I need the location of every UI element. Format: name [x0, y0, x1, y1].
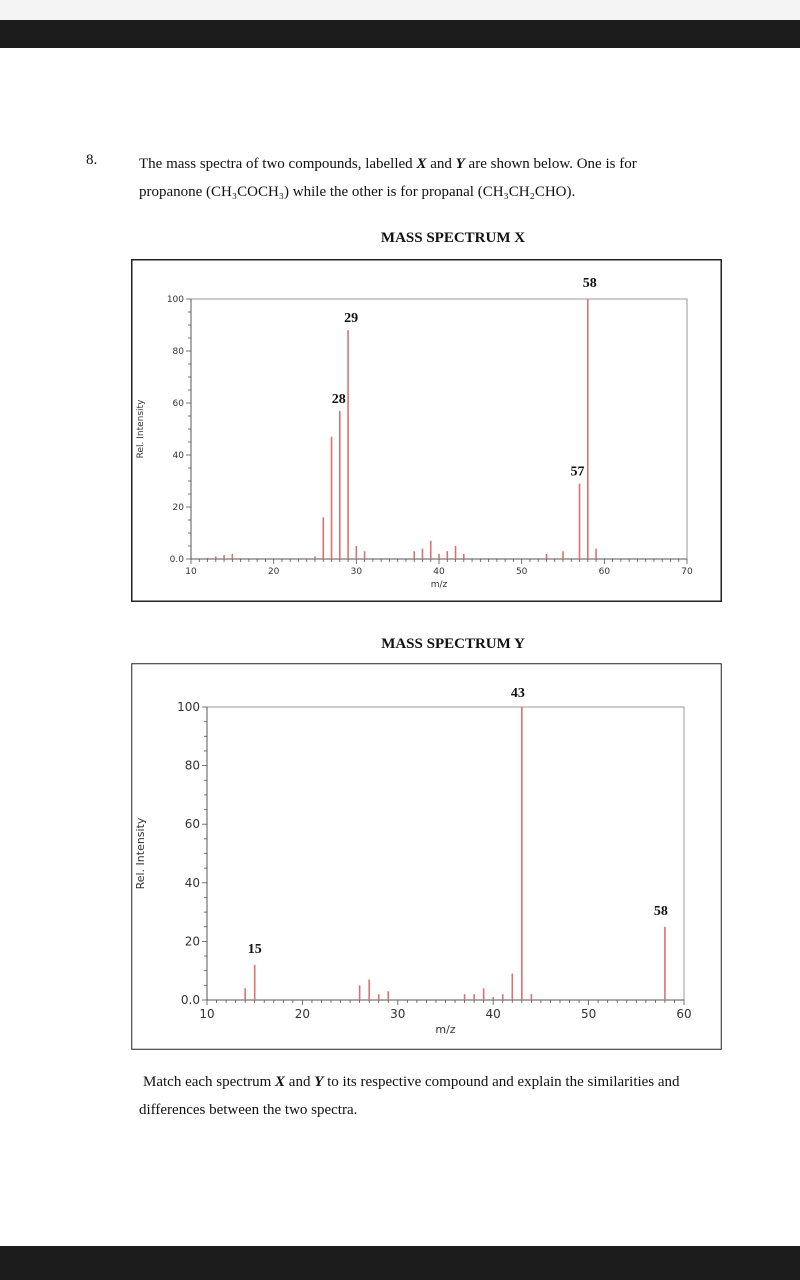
instruction-text: Match each spectrum X and Y to its respe…	[139, 1068, 739, 1124]
y-tick-label: 20	[185, 934, 200, 948]
x-tick-label: 40	[433, 567, 445, 577]
y-tick-label: 20	[173, 503, 185, 513]
mass-spectrum-y-chart: 10 20 30 40 50 60 0.0 20 40 60 80 100 m/z Rel. Intens…	[131, 663, 722, 1050]
footer-post: to its respective compound and explain t…	[323, 1074, 680, 1090]
top-strip	[0, 0, 800, 20]
y-axis-label: Rel. Intensity	[136, 399, 146, 458]
y-tick-label: 0.0	[181, 993, 200, 1007]
top-bar	[0, 20, 800, 48]
x-tick-label: 30	[351, 567, 363, 577]
question-and: and	[426, 156, 456, 172]
y-tick-label: 80	[173, 347, 185, 357]
footer-pre: Match each spectrum	[143, 1074, 276, 1090]
chart-title-x: MASS SPECTRUM X	[380, 230, 526, 246]
bottom-bar	[0, 1246, 800, 1280]
footer-and: and	[285, 1074, 315, 1090]
x-axis-label: m/z	[431, 580, 448, 590]
y-axis-label: Rel. Intensity	[134, 817, 147, 889]
x-tick-label: 50	[516, 567, 528, 577]
mass-spectrum-x-chart: 10 20 30 40 50 60 70 0.0 20 40 60 80 100 m/z Rel. Inte…	[131, 259, 722, 602]
x-tick-label: 20	[295, 1007, 310, 1021]
footer-x: X	[275, 1074, 286, 1090]
x-axis-label: m/z	[435, 1023, 455, 1036]
x-tick-label: 50	[581, 1007, 596, 1021]
x-tick-label: 60	[676, 1007, 691, 1021]
chart-title-y: MASS SPECTRUM Y	[381, 636, 525, 652]
chart-frame	[131, 663, 722, 1050]
x-tick-label: 30	[390, 1007, 405, 1021]
x-tick-label: 10	[199, 1007, 214, 1021]
peak-label: 43	[511, 686, 525, 701]
x-tick-label: 20	[268, 567, 280, 577]
y-tick-label: 80	[185, 759, 200, 773]
y-tick-label: 60	[173, 399, 185, 409]
peak-label: 15	[248, 942, 262, 957]
label-y: Y	[455, 156, 465, 172]
question-text: The mass spectra of two compounds, label…	[139, 150, 739, 206]
peak-label: 57	[571, 465, 585, 480]
x-tick-label: 60	[599, 567, 611, 577]
question-line1-post: are shown below. One is for	[464, 156, 637, 172]
y-tick-label: 40	[173, 451, 185, 461]
footer-line2: differences between the two spectra.	[139, 1102, 358, 1118]
x-tick-label: 40	[486, 1007, 501, 1021]
peak-label: 29	[344, 311, 358, 326]
label-x: X	[416, 156, 427, 172]
x-tick-label: 10	[185, 567, 197, 577]
peak-label: 28	[332, 392, 346, 407]
y-tick-label: 0.0	[170, 555, 185, 565]
y-tick-label: 40	[185, 876, 200, 890]
footer-y: Y	[314, 1074, 324, 1090]
peak-label: 58	[583, 276, 597, 291]
x-tick-label: 70	[681, 567, 693, 577]
y-tick-label: 100	[167, 295, 184, 305]
question-line1-pre: The mass spectra of two compounds, label…	[139, 156, 417, 172]
question-line2: propanone (CH₃COCH₃) while the other is …	[139, 184, 576, 200]
question-number: 8.	[86, 152, 98, 168]
y-tick-label: 100	[177, 700, 200, 714]
peak-label: 58	[654, 904, 668, 919]
y-tick-label: 60	[185, 817, 200, 831]
chart-frame	[131, 259, 722, 602]
